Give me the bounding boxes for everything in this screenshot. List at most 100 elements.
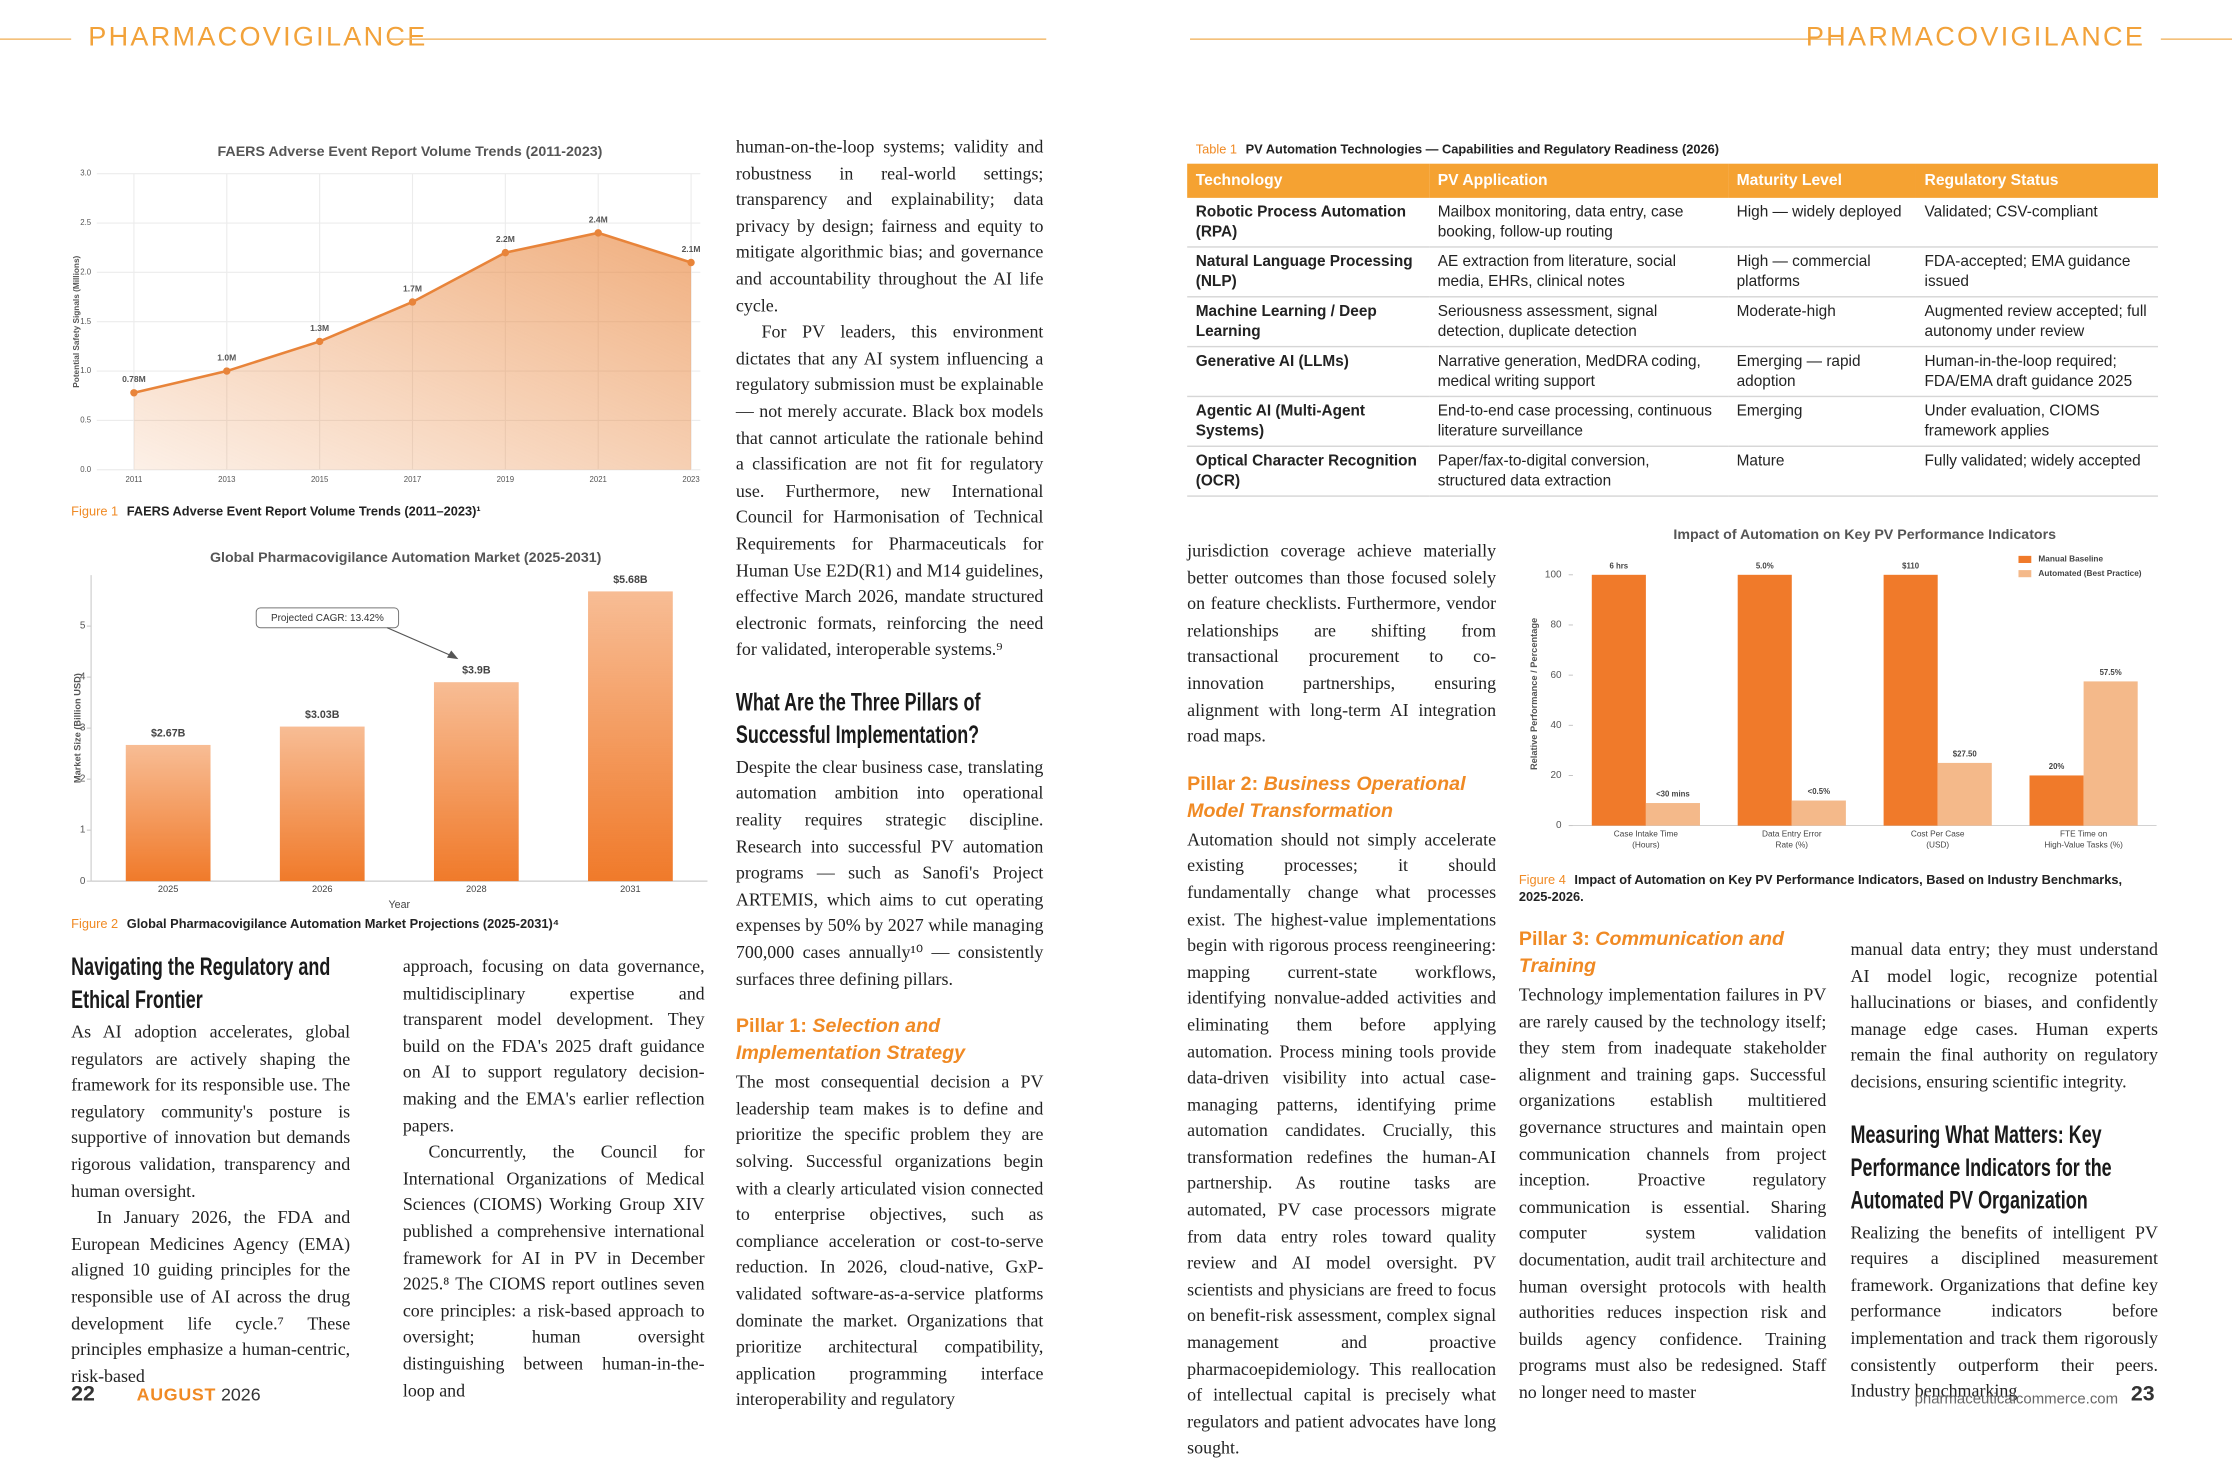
bar <box>588 591 673 882</box>
table-cell: Paper/fax-to-digital conversion, structu… <box>1429 446 1729 497</box>
table-cell: End-to-end case processing, continuous l… <box>1429 396 1729 447</box>
page: Pharmacovigilance spread { "header": {"l… <box>0 22 2232 1459</box>
running-head: PHARMACOVIGILANCE <box>88 22 428 53</box>
bar-annotation: 5.0% <box>1756 561 1774 570</box>
x-tick-label: Rate (%) <box>1776 841 1809 850</box>
table-cell: AE extraction from literature, social me… <box>1429 246 1729 298</box>
table-cell: FDA-accepted; EMA guidance issued <box>1915 246 2158 298</box>
legend-label: Automated (Best Practice) <box>2038 569 2141 578</box>
value-label: $3.9B <box>462 665 491 677</box>
folio: 23 <box>2130 1382 2155 1407</box>
bar <box>1737 574 1792 826</box>
x-tick-label: 2023 <box>682 475 699 484</box>
table-cell: Moderate-high <box>1728 296 1916 348</box>
bar-annotation: <0.5% <box>1808 787 1830 796</box>
pillar-title: Business Operational Model Transformatio… <box>1187 772 1466 821</box>
y-tick-label: 20 <box>1550 770 1562 781</box>
x-axis-title: Year <box>389 899 411 911</box>
chart-title: Global Pharmacovigilance Automation Mark… <box>210 550 602 566</box>
table-cell: Augmented review accepted; full autonomy… <box>1915 296 2158 348</box>
table-cell: Robotic Process Automation (RPA) <box>1187 197 1430 248</box>
charts: FAERS Adverse Event Report Volume Trends… <box>72 144 2157 911</box>
running-head: PHARMACOVIGILANCE <box>1805 22 2146 53</box>
y-tick-label: 0 <box>80 876 86 887</box>
y-tick-label: 40 <box>1550 720 1562 731</box>
value-label: 1.0M <box>217 352 236 362</box>
figure-label: Figure 4 <box>1518 872 1566 887</box>
paragraph: In January 2026, the FDA and European Me… <box>71 1207 351 1387</box>
y-tick-label: 60 <box>1550 670 1562 681</box>
rule <box>2160 38 2232 40</box>
pillar-heading: Pillar 2: Business Operational Model Tra… <box>1187 770 1496 824</box>
table-cell: Under evaluation, CIOMS framework applie… <box>1915 396 2158 447</box>
value-label: 0.78M <box>122 374 146 384</box>
bar <box>1645 803 1700 826</box>
paragraph: Automation should not simply accelerate … <box>1187 829 1497 1459</box>
column-header: Maturity Level <box>1728 163 1916 198</box>
bar-annotation: $27.50 <box>1953 749 1978 758</box>
table-cell: Fully validated; widely accepted <box>1915 446 2158 497</box>
column-header: Regulatory Status <box>1915 163 2158 198</box>
table-cell: Natural Language Processing (NLP) <box>1187 246 1430 298</box>
x-tick-label: FTE Time on <box>2060 829 2108 838</box>
value-label: $2.67B <box>151 727 186 739</box>
y-tick-label: 0.5 <box>80 415 92 424</box>
table-caption: Table 1 PV Automation Technologies — Capa… <box>1196 141 1719 158</box>
x-tick-label: 2031 <box>620 884 641 894</box>
x-tick-label: 2025 <box>158 884 179 894</box>
paragraph: jurisdiction coverage achieve materially… <box>1187 540 1497 747</box>
bar-annotation: 57.5% <box>2100 668 2122 677</box>
y-tick-label: 0.0 <box>80 465 92 474</box>
x-tick-label: Case Intake Time <box>1614 829 1679 838</box>
figure-caption: Figure 4 Impact of Automation on Key PV P… <box>1519 871 2145 905</box>
table-row: Robotic Process Automation (RPA) Mailbox … <box>1187 197 2158 248</box>
table-cell: Human-in-the-loop required; FDA/EMA draf… <box>1915 346 2158 398</box>
table-cell: High — commercial platforms <box>1728 246 1916 298</box>
paragraph: The most consequential decision a PV lea… <box>735 1072 1044 1410</box>
pillar-label: Pillar 2: <box>1187 772 1259 794</box>
table-cell: Optical Character Recognition (OCR) <box>1187 446 1430 497</box>
y-axis-title: Relative Performance / Percentage <box>1529 618 1539 770</box>
rule <box>0 38 72 40</box>
rule <box>1190 38 1844 40</box>
rule <box>387 38 1047 40</box>
table-row: Agentic AI (Multi-Agent Systems) End-to-e… <box>1187 396 2158 447</box>
pillar-heading: Pillar 1: Selection and Implementation S… <box>736 1012 1043 1066</box>
point <box>594 229 602 237</box>
x-tick-label: 2017 <box>404 475 421 484</box>
table-cell: Machine Learning / Deep Learning <box>1187 296 1430 348</box>
caption-text: Global Pharmacovigilance Automation Mark… <box>126 916 560 931</box>
x-tick-label: 2011 <box>126 475 143 484</box>
y-tick-label: 3.0 <box>80 169 92 178</box>
table-cell: Seriousness assessment, signal detection… <box>1429 296 1729 348</box>
legend-swatch <box>2018 555 2032 563</box>
table-cell: Mature <box>1728 446 1916 497</box>
annotation: Projected CAGR: 13.42% <box>271 613 384 624</box>
body: PHARMACOVIGILANCE PHARMACOVIGILANCE FAER… <box>0 22 2232 1459</box>
value-label: 1.7M <box>403 283 422 293</box>
point <box>223 367 231 375</box>
value-label: $3.03B <box>305 709 340 721</box>
x-tick-label: 2013 <box>218 475 235 484</box>
month: AUGUST <box>136 1385 217 1405</box>
value-label: 1.3M <box>310 323 329 333</box>
table-row: Machine Learning / Deep Learning Seriousn… <box>1187 296 2158 348</box>
text-column: approach, focusing on data governance, m… <box>403 954 705 1404</box>
y-tick-label: 1.5 <box>80 317 92 326</box>
point <box>501 248 510 257</box>
table-label: Table 1 <box>1195 142 1238 157</box>
point <box>687 258 695 267</box>
folio: 22 <box>71 1382 95 1407</box>
arrow-head <box>446 650 459 660</box>
x-tick-label: 2019 <box>497 475 514 484</box>
caption-text: FAERS Adverse Event Report Volume Trends… <box>126 503 481 519</box>
table-cell: Narrative generation, MedDRA coding, med… <box>1429 346 1729 398</box>
y-tick-label: 0 <box>1556 820 1562 831</box>
value-label: $5.68B <box>613 574 648 586</box>
annotation-box <box>255 607 400 629</box>
paragraph: Technology implementation failures in PV… <box>1518 985 1827 1402</box>
column-header: PV Application <box>1429 163 1729 198</box>
y-tick-label: 2.5 <box>80 218 92 227</box>
paragraph: Realizing the benefits of intelligent PV… <box>1850 1222 2158 1401</box>
paragraph: human-on-the-loop systems; validity and … <box>735 136 1044 316</box>
